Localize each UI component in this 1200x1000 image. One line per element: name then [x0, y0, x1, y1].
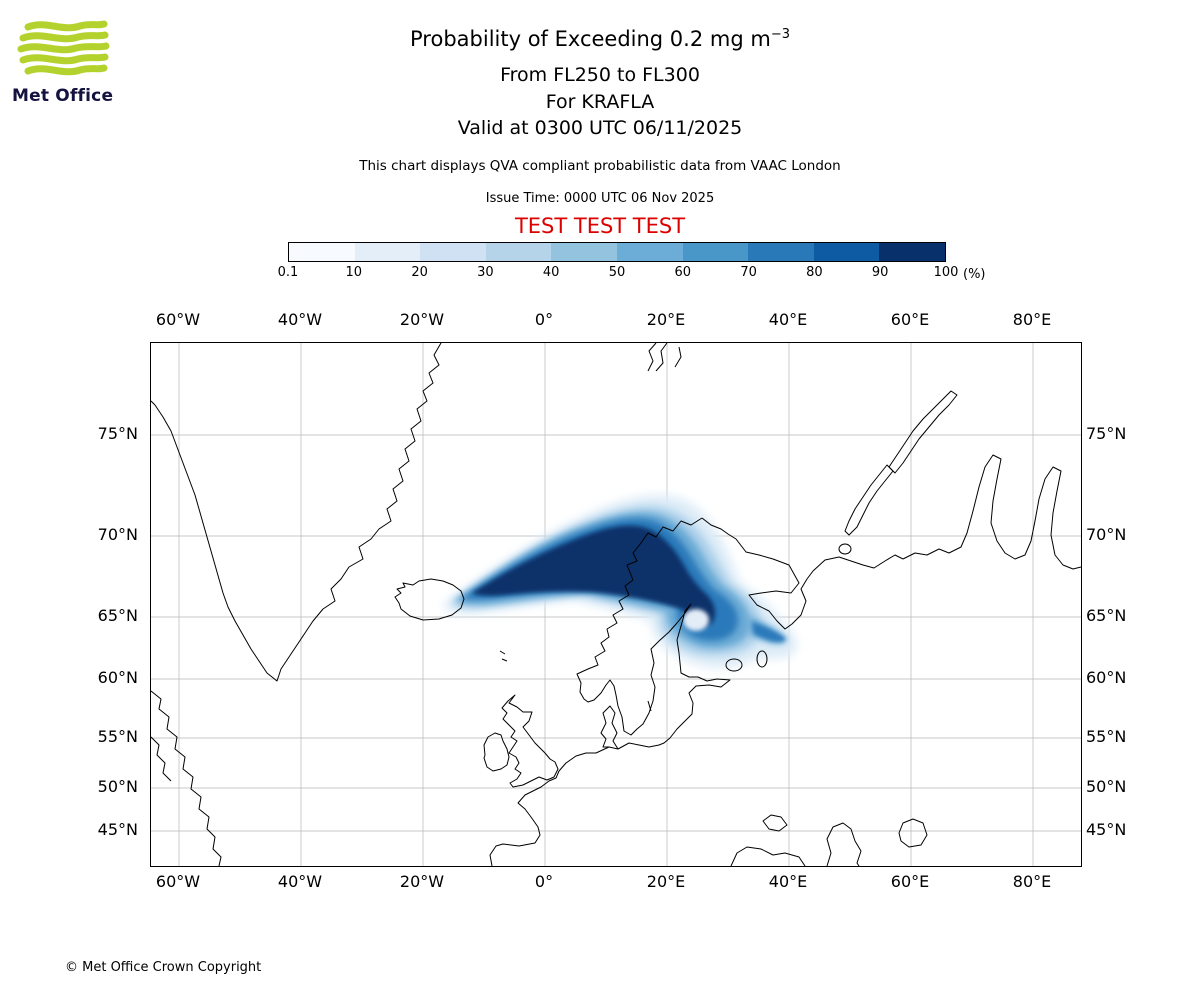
coastline-novaya-zemlya-south — [844, 464, 894, 536]
legend-tick-label: 90 — [871, 265, 889, 280]
legend-color-cell — [616, 243, 683, 261]
coastline-novaya-zemlya-north — [888, 390, 958, 474]
copyright-notice: © Met Office Crown Copyright — [65, 960, 262, 975]
ash-probability-plume — [443, 495, 797, 668]
legend-tick-label: 100 — [933, 265, 959, 280]
latitude-tick-label: 55°N — [1086, 727, 1127, 746]
legend-color-cell — [289, 243, 355, 261]
coastline-scandinavia — [576, 517, 731, 750]
legend-tick-label: 80 — [806, 265, 823, 280]
latitude-tick-label: 50°N — [1086, 777, 1127, 796]
legend-tick-label: 0.1 — [277, 265, 299, 280]
latitude-tick-label: 75°N — [1086, 424, 1127, 443]
latitude-labels-right: 75°N 70°N 65°N 60°N 55°N 50°N 45°N — [1083, 342, 1200, 865]
coastline-aral — [898, 818, 928, 848]
coastline-azov — [762, 814, 788, 832]
coastline-faroes — [499, 650, 508, 662]
latitude-tick-label: 65°N — [1086, 606, 1127, 625]
longitude-tick-label: 60°E — [890, 310, 930, 329]
latitude-tick-label: 70°N — [97, 525, 138, 544]
legend-tick-label: 40 — [542, 265, 560, 280]
subtitle-valid-time: Valid at 0300 UTC 06/11/2025 — [457, 117, 743, 139]
legend-ticks: 0.1 10 20 30 40 50 60 70 80 90 100 — [278, 265, 988, 283]
coastline-black-sea — [730, 846, 806, 867]
coastlines — [150, 342, 1082, 867]
legend-tick-label: 60 — [674, 265, 692, 280]
coastline-kolguev-island — [838, 543, 852, 555]
latitude-tick-label: 75°N — [97, 424, 138, 443]
legend-color-cell — [420, 243, 486, 261]
longitude-tick-label: 0° — [534, 310, 554, 329]
map-panel — [150, 342, 1082, 867]
legend-color-cell — [879, 243, 945, 261]
latitude-tick-label: 45°N — [97, 820, 138, 839]
plume-ring-hole — [683, 609, 709, 631]
longitude-tick-label: 20°E — [646, 872, 686, 891]
legend-tick-label: 30 — [477, 265, 494, 280]
latitude-labels-left: 75°N 70°N 65°N 60°N 55°N 50°N 45°N — [0, 342, 144, 865]
legend-color-cell — [748, 243, 814, 261]
coastline-kola-whitesea — [701, 517, 904, 630]
legend-colorbar — [288, 242, 946, 262]
longitude-tick-label: 60°E — [890, 872, 930, 891]
longitude-tick-label: 20°W — [399, 310, 445, 329]
legend-color-cell — [354, 243, 421, 261]
legend-color-cell — [682, 243, 749, 261]
legend-tick-label: 70 — [740, 265, 757, 280]
met-office-logo-icon — [17, 20, 110, 76]
longitude-tick-label: 20°E — [646, 310, 686, 329]
longitude-tick-label: 80°E — [1012, 872, 1052, 891]
longitude-labels-bottom: 60°W 40°W 20°W 0° 20°E 40°E 60°E 80°E — [150, 872, 1080, 894]
coastline-west-europe — [489, 746, 610, 867]
latitude-tick-label: 70°N — [1086, 525, 1127, 544]
longitude-tick-label: 40°W — [277, 310, 323, 329]
coastline-arctic-russia — [902, 454, 1082, 570]
legend-tick-label: 20 — [411, 265, 428, 280]
longitude-tick-label: 40°E — [768, 872, 808, 891]
met-office-logo: Met Office — [12, 20, 132, 106]
qva-note: This chart displays QVA compliant probab… — [359, 158, 841, 174]
subtitle-volcano: For KRAFLA — [545, 91, 655, 113]
coastline-svalbard — [647, 342, 682, 372]
coastline-ireland — [483, 732, 510, 772]
plume-tail-70pct — [752, 622, 786, 642]
island-gotland — [647, 700, 652, 712]
latitude-tick-label: 60°N — [97, 668, 138, 687]
coastline-labrador — [150, 690, 222, 867]
coastline-great-britain — [501, 694, 559, 788]
title-exponent: −3 — [770, 27, 790, 42]
longitude-tick-label: 0° — [534, 872, 554, 891]
logo-wordmark: Met Office — [12, 86, 114, 106]
legend-tick-label: 10 — [345, 265, 363, 280]
latitude-tick-label: 65°N — [97, 606, 138, 625]
longitude-tick-label: 60°W — [155, 310, 201, 329]
plume-level-90pct — [472, 525, 716, 627]
coastline-labrador-inlet — [150, 736, 172, 782]
coastline-caspian — [826, 822, 862, 867]
lake-ladoga — [725, 658, 743, 672]
legend-color-cell — [551, 243, 617, 261]
longitude-labels-top: 60°W 40°W 20°W 0° 20°E 40°E 60°E 80°E — [150, 310, 1080, 332]
latitude-tick-label: 55°N — [97, 727, 138, 746]
legend-color-cell — [813, 243, 880, 261]
latitude-tick-label: 50°N — [97, 777, 138, 796]
test-banner: TEST TEST TEST — [514, 214, 686, 238]
legend-tick-label: 50 — [608, 265, 626, 280]
legend-unit-label: (%) — [963, 267, 986, 282]
map-canvas — [150, 342, 1082, 867]
longitude-tick-label: 40°W — [277, 872, 323, 891]
latitude-tick-label: 45°N — [1086, 820, 1127, 839]
issue-time: Issue Time: 0000 UTC 06 Nov 2025 — [485, 191, 715, 206]
legend-color-cell — [485, 243, 552, 261]
latitude-tick-label: 60°N — [1086, 668, 1127, 687]
longitude-tick-label: 60°W — [155, 872, 201, 891]
longitude-tick-label: 40°E — [768, 310, 808, 329]
lake-onega — [756, 650, 768, 668]
coastline-greenland — [150, 342, 442, 682]
chart-title: Probability of Exceeding 0.2 mg m−3 — [410, 27, 790, 51]
subtitle-flight-levels: From FL250 to FL300 — [500, 64, 700, 86]
longitude-tick-label: 20°W — [399, 872, 445, 891]
longitude-tick-label: 80°E — [1012, 310, 1052, 329]
coastline-iceland — [394, 578, 465, 621]
